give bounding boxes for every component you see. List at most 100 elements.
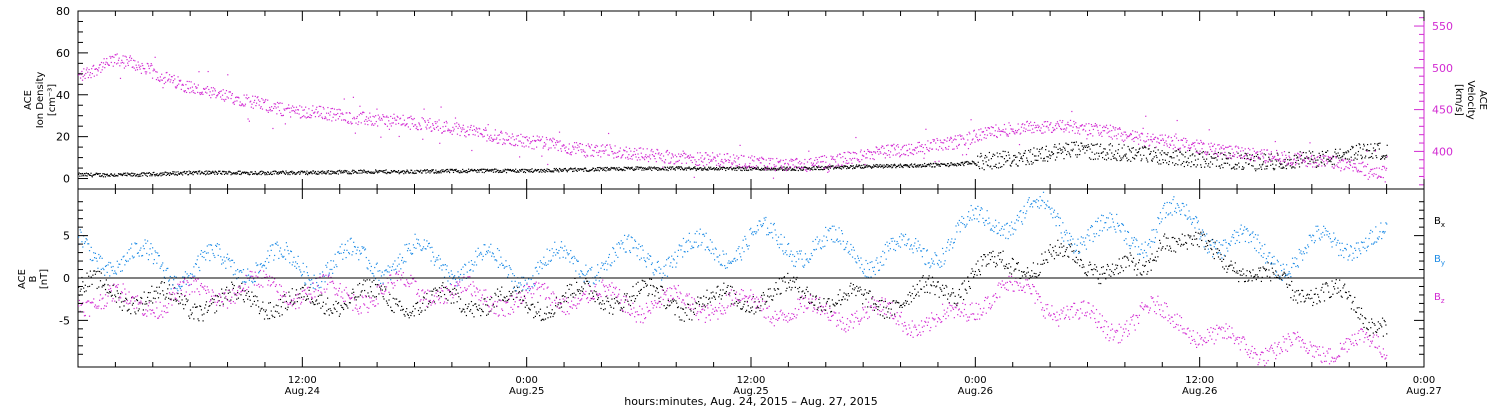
velocity-point [155, 57, 156, 58]
density-point [127, 172, 128, 173]
velocity-point [976, 134, 977, 135]
velocity-point [1018, 123, 1019, 124]
bx-point [498, 296, 499, 297]
velocity-point [953, 148, 954, 149]
bx-point [613, 308, 614, 309]
velocity-point [403, 123, 404, 124]
density-point [1100, 144, 1101, 145]
density-point [1173, 157, 1174, 158]
density-point [964, 163, 965, 164]
density-point [948, 163, 949, 164]
density-point [779, 167, 780, 168]
velocity-point [100, 64, 101, 65]
bx-point [219, 305, 220, 306]
velocity-point [1360, 163, 1361, 164]
velocity-point [156, 79, 157, 80]
density-point [494, 168, 495, 169]
velocity-point [504, 139, 505, 140]
bx-point [165, 298, 166, 299]
velocity-point [1120, 136, 1121, 137]
velocity-point [1065, 129, 1066, 130]
density-point [346, 170, 347, 171]
velocity-point [433, 128, 434, 129]
density-point [878, 167, 879, 168]
velocity-point [614, 152, 615, 153]
velocity-point [673, 156, 674, 157]
velocity-point [703, 165, 704, 166]
density-point [658, 167, 659, 168]
bx-point [133, 303, 134, 304]
density-point [840, 168, 841, 169]
velocity-point [508, 139, 509, 140]
velocity-point [479, 128, 480, 129]
density-point [487, 169, 488, 170]
velocity-point [590, 147, 591, 148]
velocity-point [790, 166, 791, 167]
density-point [249, 174, 250, 175]
density-point [1079, 154, 1080, 155]
bx-point [829, 306, 830, 307]
bx-point [678, 306, 679, 307]
velocity-point [461, 131, 462, 132]
density-point [1014, 155, 1015, 156]
bx-point [151, 286, 152, 287]
density-axis-label-2: Ion Density [35, 72, 46, 129]
bx-point [167, 288, 168, 289]
bx-point [308, 298, 309, 299]
velocity-point [815, 157, 816, 158]
density-point [1179, 159, 1180, 160]
velocity-point [1343, 160, 1344, 161]
velocity-point [180, 80, 181, 81]
density-point [1160, 152, 1161, 153]
density-point [377, 172, 378, 173]
velocity-point [611, 148, 612, 149]
bx-point [488, 314, 489, 315]
density-point [1040, 158, 1041, 159]
velocity-point [592, 155, 593, 156]
bx-point [575, 294, 576, 295]
density-point [1372, 158, 1373, 159]
velocity-point [1290, 162, 1291, 163]
density-point [323, 172, 324, 173]
velocity-point [518, 135, 519, 136]
velocity-point [691, 156, 692, 157]
bx-point [309, 290, 310, 291]
density-point [1105, 155, 1106, 156]
velocity-point [737, 165, 738, 166]
bx-point [501, 287, 502, 288]
density-point [1091, 143, 1092, 144]
density-point [1008, 152, 1009, 153]
density-point [391, 170, 392, 171]
density-point [359, 170, 360, 171]
density-point [87, 175, 88, 176]
velocity-point [916, 153, 917, 154]
velocity-point [437, 121, 438, 122]
density-point [1099, 156, 1100, 157]
density-point [306, 173, 307, 174]
bx-point [288, 292, 289, 293]
bx-point [848, 293, 849, 294]
bx-point [790, 280, 791, 281]
density-point [1046, 156, 1047, 157]
velocity-point [635, 154, 636, 155]
velocity-point [271, 106, 272, 107]
velocity-point [236, 100, 237, 101]
bx-point [409, 312, 410, 313]
velocity-point [1375, 150, 1376, 151]
bx-point [854, 289, 855, 290]
velocity-point [1091, 124, 1092, 125]
bx-point [649, 278, 650, 279]
density-point [1360, 155, 1361, 156]
velocity-point [1050, 122, 1051, 123]
density-point [225, 171, 226, 172]
density-point [1245, 162, 1246, 163]
velocity-point [414, 118, 415, 119]
bx-point [825, 310, 826, 311]
bx-point [121, 301, 122, 302]
density-point [1293, 166, 1294, 167]
velocity-point [1150, 139, 1151, 140]
density-point [1266, 166, 1267, 167]
velocity-point [1321, 165, 1322, 166]
velocity-point [285, 123, 286, 124]
